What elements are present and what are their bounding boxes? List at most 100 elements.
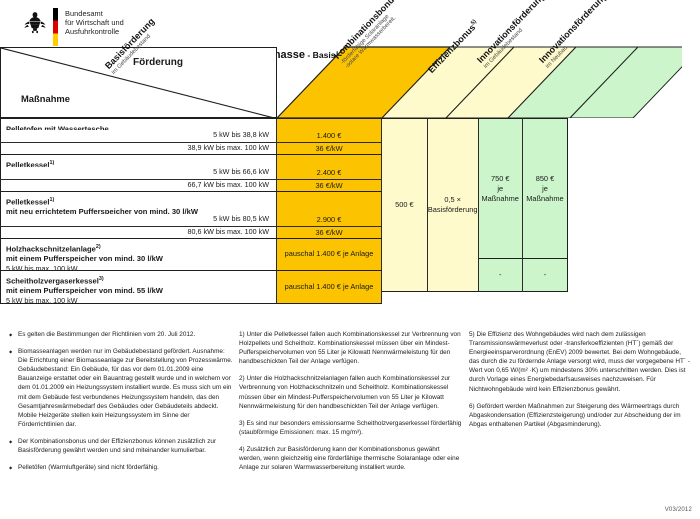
- german-flag-bar: [53, 8, 58, 46]
- innovation-neubau-value-cell[interactable]: 850 € je Maßnahme: [522, 118, 567, 258]
- table-row[interactable]: 5 kW bis 38,8 kW 1.400 €: [0, 130, 382, 142]
- corner-header-cell: Förderung Maßnahme: [0, 47, 277, 119]
- device-subline: mit neu errichtetem Pufferspeicher von m…: [6, 207, 199, 217]
- footnote-bullet: Der Kombinationsbonus und der Effizienzb…: [9, 437, 233, 455]
- device-range: 66,7 kW bis max. 100 kW: [187, 180, 269, 189]
- innovation-neubau-column: 850 € je Maßnahme -: [522, 118, 568, 292]
- device-range-cell: 5 kW bis 38,8 kW: [0, 130, 277, 142]
- footnote-note: 1) Unter die Pelletkessel fallen auch Ko…: [239, 331, 461, 366]
- basis-value: 2.400 €: [316, 168, 342, 177]
- footnote-note: 5) Die Effizienz des Wohngebäudes wird n…: [469, 331, 690, 393]
- table-row[interactable]: 80,6 kW bis max. 100 kW 36 €/kW: [0, 226, 382, 238]
- table-row[interactable]: Holzhackschnitzelanlage2) mit einem Puff…: [0, 238, 382, 273]
- device-range-cell: 80,6 kW bis max. 100 kW: [0, 227, 277, 238]
- device-range-cell: 66,7 kW bis max. 100 kW: [0, 180, 277, 191]
- column-header-effizienz-title: Effizienzbonus5): [426, 18, 478, 75]
- agency-line-3: Ausfuhrkontrolle: [65, 27, 120, 37]
- basis-value-cell: 36 €/kW: [277, 180, 382, 191]
- device-name: Pelletofen mit Wassertasche: [6, 124, 109, 134]
- footnote-bullet: Pelletöfen (Warmluftgeräte) sind nicht f…: [9, 463, 233, 472]
- device-name: Pelletkessel1): [6, 159, 55, 170]
- effizienz-value-line2: Basisförderung: [427, 205, 478, 214]
- device-name-cell: Pelletkessel1) mit neu errichtetem Puffe…: [0, 192, 277, 217]
- footnote-bullet: Biomasseanlagen werden nur im Gebäudebes…: [9, 347, 233, 429]
- innovation-neubau-dash: -: [543, 270, 547, 279]
- basis-value: pauschal 1.400 € je Anlage: [284, 249, 374, 259]
- version-stamp: V03/2012: [664, 507, 692, 513]
- innovation-bestand-dash: -: [498, 270, 502, 279]
- basis-value-cell: 2.400 €: [277, 167, 382, 179]
- device-range: 5 kW bis 38,8 kW: [213, 130, 269, 139]
- table-row[interactable]: 5 kW bis 66,6 kW 2.400 €: [0, 167, 382, 179]
- effizienz-value-line1: 0,5 ×: [444, 195, 461, 204]
- device-range: 5 kW bis 80,5 kW: [213, 214, 269, 223]
- device-name-cell: Scheitholzvergaserkessel3) mit einem Puf…: [0, 271, 277, 306]
- bonus-columns-block: 500 € 0,5 × Basisförderung 750 € je Maßn…: [382, 118, 568, 292]
- kombination-value-cell[interactable]: 500 €: [382, 118, 428, 292]
- device-subline: mit einem Pufferspeicher von mind. 30 l/…: [6, 254, 163, 264]
- footnotes-section: Es gelten die Bestimmungen der Richtlini…: [9, 330, 693, 480]
- basis-value-cell: pauschal 1.400 € je Anlage: [277, 239, 382, 270]
- device-name-cell: Pelletkessel1): [0, 155, 277, 170]
- basis-value: pauschal 1.400 € je Anlage: [284, 281, 374, 291]
- corner-label-foerderung: Förderung: [133, 57, 183, 68]
- footnote-note: 4) Zusätzlich zur Basisförderung kann de…: [239, 445, 460, 472]
- footnote-note: 3) Es sind nur besonders emissionsarme S…: [239, 419, 462, 436]
- footnotes-numbered-middle-column: 1) Unter die Pelletkessel fallen auch Ko…: [239, 330, 469, 480]
- basis-value: 2.900 €: [316, 215, 342, 224]
- innovation-bestand-line2: je Maßnahme: [481, 183, 519, 203]
- device-name-cell: Holzhackschnitzelanlage2) mit einem Puff…: [0, 239, 277, 273]
- innovation-bestand-column: 750 € je Maßnahme -: [478, 118, 523, 292]
- basis-value-cell: 36 €/kW: [277, 227, 382, 238]
- device-extra: 5 kW bis max. 100 kW: [6, 264, 78, 274]
- innovation-neubau-line2: je Maßnahme: [526, 183, 564, 203]
- innovation-bestand-line1: 750 €: [490, 173, 510, 183]
- device-name: Pelletkessel1): [6, 196, 55, 207]
- basis-value-cell: pauschal 1.400 € je Anlage: [277, 271, 382, 303]
- footnote-bullet: Es gelten die Bestimmungen der Richtlini…: [9, 330, 233, 339]
- table-row[interactable]: Pelletkessel1): [0, 154, 382, 170]
- table-row[interactable]: 5 kW bis 80,5 kW 2.900 €: [0, 214, 382, 226]
- device-name: Holzhackschnitzelanlage2): [6, 243, 101, 254]
- footnote-note: 6) Gefördert werden Maßnahmen zur Steige…: [469, 402, 681, 428]
- agency-line-2: für Wirtschaft und: [65, 18, 124, 28]
- basis-value: 36 €/kW: [315, 144, 343, 153]
- footnotes-numbered-right-column: 5) Die Effizienz des Wohngebäudes wird n…: [469, 330, 693, 480]
- basis-value-cell: 2.900 €: [277, 214, 382, 226]
- federal-eagle-icon: [24, 12, 46, 34]
- device-name: Scheitholzvergaserkessel3): [6, 275, 104, 286]
- corner-label-massnahme: Maßnahme: [21, 93, 70, 104]
- effizienz-value-cell[interactable]: 0,5 × Basisförderung: [427, 118, 479, 292]
- table-row[interactable]: 38,9 kW bis max. 100 kW 36 €/kW: [0, 142, 382, 154]
- device-range-cell: 5 kW bis 80,5 kW: [0, 214, 277, 226]
- innovation-bestand-dash-cell[interactable]: -: [478, 258, 522, 292]
- footnotes-bullets-column: Es gelten die Bestimmungen der Richtlini…: [9, 330, 239, 480]
- basis-value-cell: [277, 192, 382, 214]
- table-row[interactable]: Pelletkessel1) mit neu errichtetem Puffe…: [0, 191, 382, 217]
- table-row[interactable]: Scheitholzvergaserkessel3) mit einem Puf…: [0, 270, 382, 306]
- basis-value-cell: 36 €/kW: [277, 143, 382, 154]
- basis-value-cell: 1.400 €: [277, 130, 382, 142]
- basis-value-cell: [277, 155, 382, 167]
- agency-logo: Bundesamt für Wirtschaft und Ausfuhrkont…: [24, 8, 124, 46]
- table-row[interactable]: Pelletofen mit Wassertasche: [0, 118, 382, 133]
- device-extra: 5 kW bis max. 100 kW: [6, 296, 78, 306]
- innovation-neubau-dash-cell[interactable]: -: [522, 258, 567, 292]
- device-subline: mit einem Pufferspeicher von mind. 55 l/…: [6, 286, 163, 296]
- basis-value: 1.400 €: [316, 131, 342, 140]
- device-range: 80,6 kW bis max. 100 kW: [187, 227, 269, 236]
- footnote-note: 2) Unter die Holzhackschnitzelanlagen fa…: [239, 375, 451, 410]
- basis-value: 36 €/kW: [315, 228, 343, 237]
- table-left-block: Pelletofen mit Wassertasche 5 kW bis 38,…: [0, 118, 382, 306]
- table-row[interactable]: 66,7 kW bis max. 100 kW 36 €/kW: [0, 179, 382, 191]
- agency-name: Bundesamt für Wirtschaft und Ausfuhrkont…: [65, 8, 124, 37]
- column-header-effizienz: Effizienzbonus5): [426, 19, 481, 75]
- innovation-bestand-value-cell[interactable]: 750 € je Maßnahme: [478, 118, 522, 258]
- agency-line-1: Bundesamt: [65, 9, 103, 18]
- kombination-value: 500 €: [395, 200, 414, 209]
- device-range: 38,9 kW bis max. 100 kW: [187, 143, 269, 152]
- device-name-cell: Pelletofen mit Wassertasche: [0, 119, 277, 133]
- device-range-cell: 38,9 kW bis max. 100 kW: [0, 143, 277, 154]
- basis-value-cell: [277, 119, 382, 130]
